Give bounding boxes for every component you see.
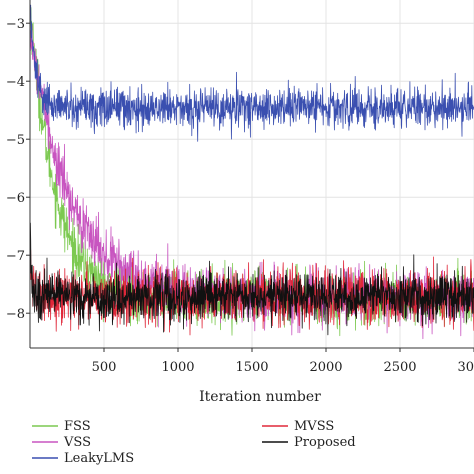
x-tick-label: 2500: [383, 360, 416, 375]
series-line-proposed: [29, 222, 474, 336]
x-tick-label: 1000: [161, 360, 194, 375]
x-tick-label: 1500: [235, 360, 268, 375]
x-tick-label: 2000: [309, 360, 342, 375]
y-tick-label: −5: [6, 133, 25, 148]
legend-label: Proposed: [294, 435, 356, 450]
series-layer: [29, 4, 474, 340]
legend-item-fss: FSS: [32, 419, 91, 434]
legend-item-leakylms: LeakyLMS: [32, 451, 134, 466]
legend-item-mvss: MVSS: [262, 419, 334, 434]
y-tick-label: −7: [6, 249, 25, 264]
axes: [26, 0, 474, 352]
legend-label: LeakyLMS: [64, 451, 134, 466]
legend-label: VSS: [63, 435, 91, 450]
y-tick-label: −8: [6, 307, 25, 322]
series-line-leakylms: [29, 4, 474, 142]
legend-item-vss: VSS: [32, 435, 91, 450]
y-tick-label: −6: [6, 191, 25, 206]
x-tick-label: 3000: [457, 360, 474, 375]
x-tick-label: 500: [92, 360, 117, 375]
legend-label: FSS: [64, 419, 91, 434]
y-tick-label: −4: [6, 75, 25, 90]
tick-labels: 500 1000 1500 2000 2500 3000 −3 −4 −5 −6 −7 −8: [6, 17, 474, 375]
legend-item-proposed: Proposed: [262, 435, 356, 450]
legend-label: MVSS: [294, 419, 334, 434]
y-tick-label: −3: [6, 17, 25, 32]
x-axis-label: Iteration number: [199, 389, 321, 405]
